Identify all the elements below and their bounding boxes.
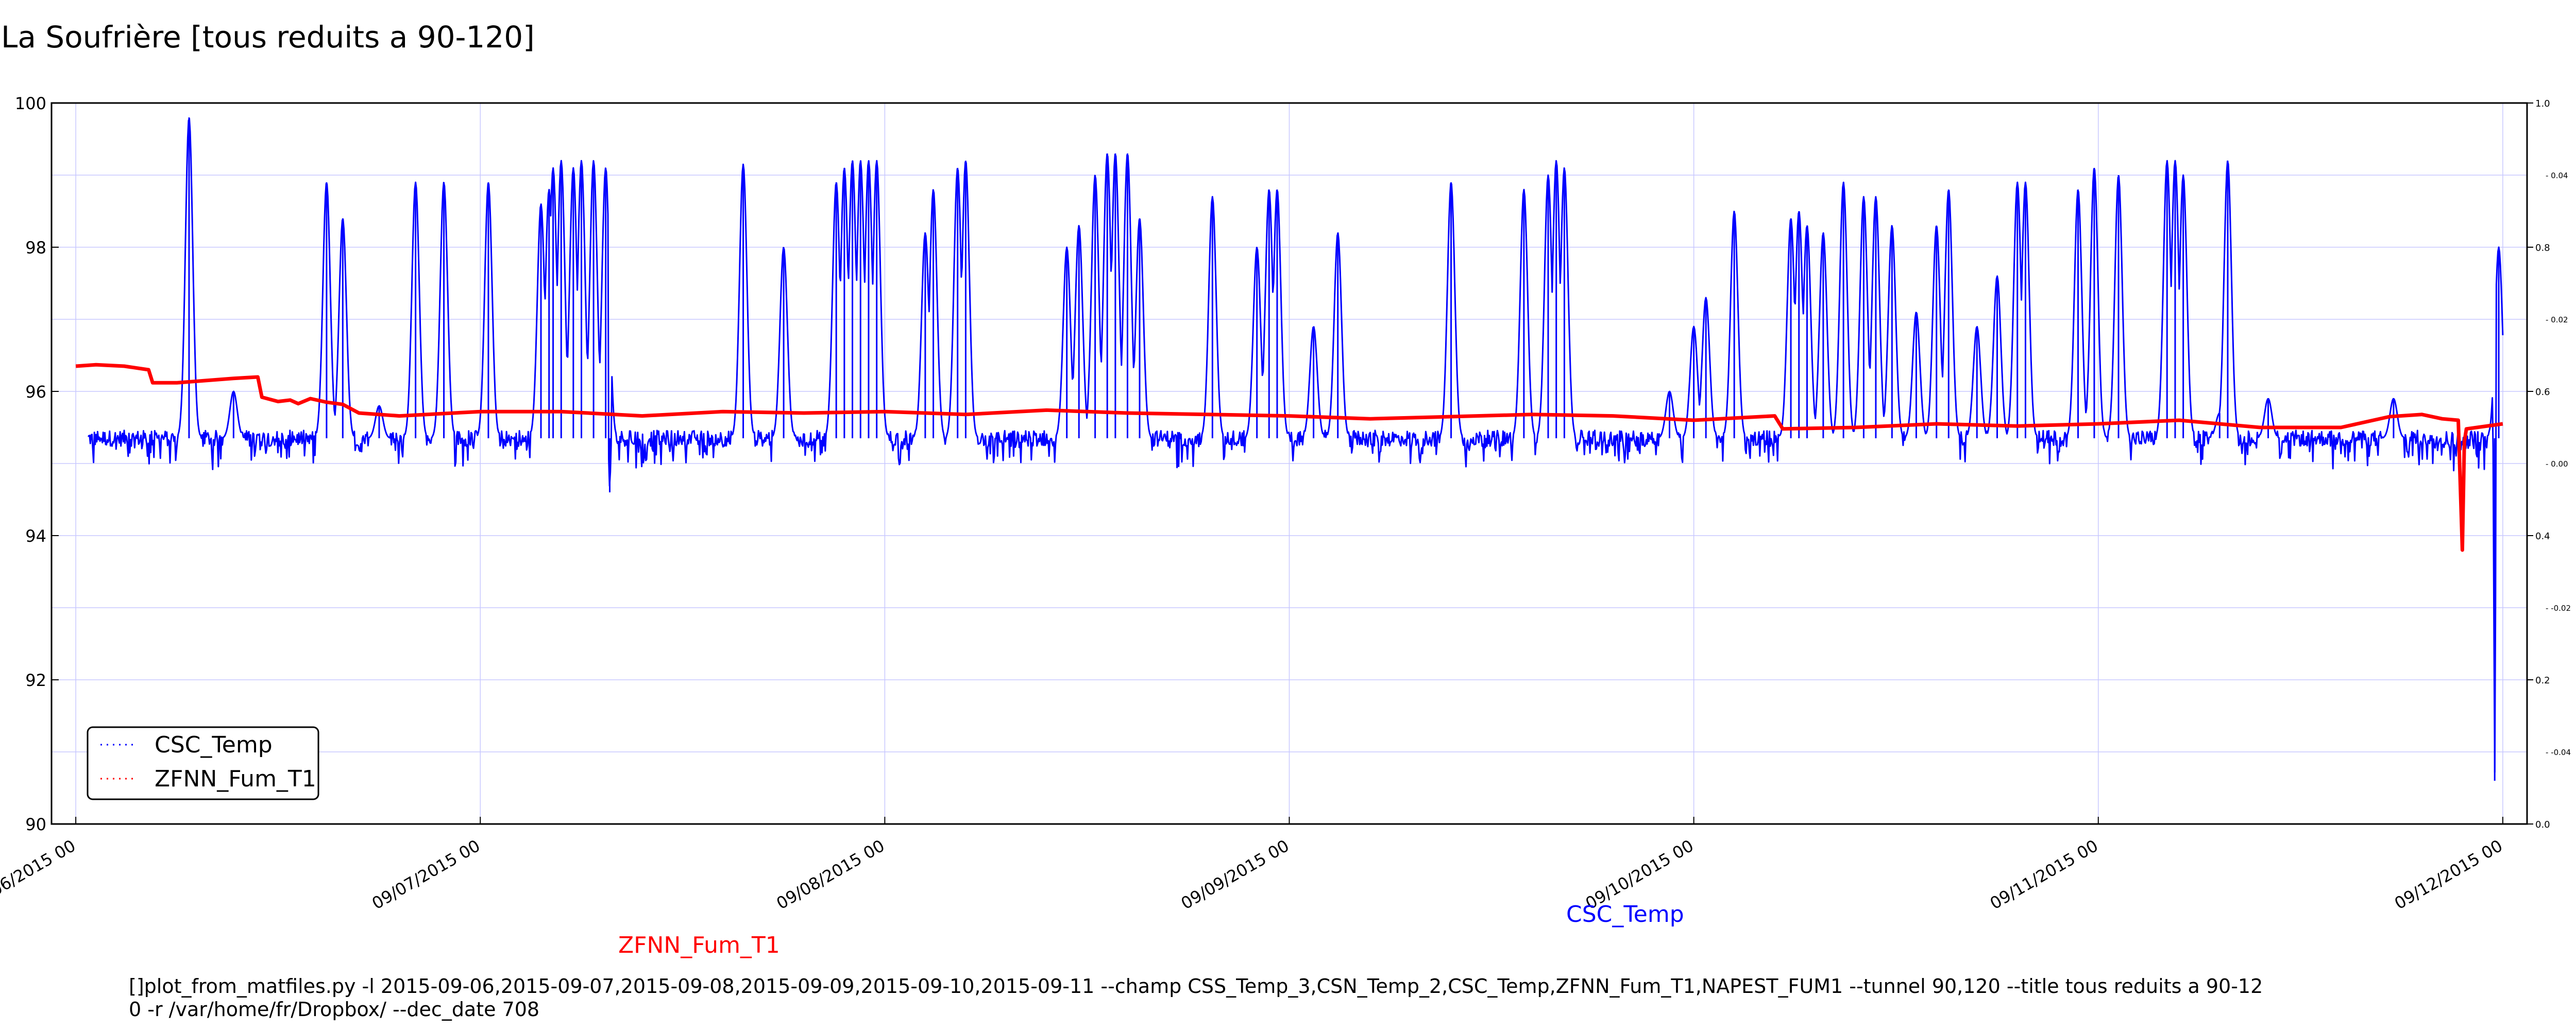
right-minor-tick-label: - 0.00	[2546, 459, 2568, 469]
right-minor-tick-label: - 0.02	[2546, 315, 2568, 324]
right-minor-tick-label: - -0.04	[2546, 748, 2571, 757]
y-tick-label: 90	[25, 815, 46, 834]
x-tick-label: 09/06/2015 00	[0, 836, 79, 914]
right-tick-label: 0.8	[2535, 243, 2550, 253]
x-tick-label: 09/09/2015 00	[1178, 836, 1293, 914]
csc-label: CSC_Temp	[1566, 901, 1684, 928]
legend-box	[87, 726, 319, 800]
zfnn-label: ZFNN_Fum_T1	[618, 932, 780, 958]
legend-label-csc: CSC_Temp	[155, 732, 273, 758]
right-tick-label: 0.6	[2535, 387, 2550, 398]
y-tick-label: 100	[15, 94, 46, 113]
x-tick-label: 09/11/2015 00	[1987, 836, 2102, 914]
right-tick-label: 0.0	[2535, 819, 2550, 830]
y-tick-label: 94	[25, 526, 46, 546]
y-tick-label: 98	[25, 238, 46, 258]
legend-label-zfnn: ZFNN_Fum_T1	[155, 766, 316, 792]
series-line-csc-temp	[88, 117, 2504, 773]
right-tick-label: 0.4	[2535, 531, 2550, 542]
x-tick-label: 09/07/2015 00	[368, 836, 483, 914]
y-tick-label: 92	[25, 671, 46, 690]
right-tick-label: 1.0	[2535, 98, 2550, 109]
right-tick-label: 0.2	[2535, 675, 2550, 686]
right-minor-tick-label: - 0.04	[2546, 171, 2568, 180]
right-minor-tick-label: - -0.02	[2546, 604, 2571, 613]
legend-entry-csc: CSC_Temp	[100, 732, 273, 758]
command-line-2: 0 -r /var/home/fr/Dropbox/ --dec_date 70…	[129, 998, 540, 1021]
legend: CSC_Temp ZFNN_Fum_T1	[87, 726, 319, 800]
legend-entry-zfnn: ZFNN_Fum_T1	[100, 766, 316, 792]
series-layer	[75, 117, 2504, 781]
series-line-zfnn-fum-t1	[75, 363, 2503, 552]
chart-title: La Soufrière [tous reduits a 90-120]	[1, 20, 535, 55]
x-tick-label: 09/08/2015 00	[773, 836, 888, 914]
command-line: []plot_from_matfiles.py -l 2015-09-06,20…	[129, 975, 2263, 1021]
x-tick-label: 09/12/2015 00	[2391, 836, 2506, 914]
y-tick-label: 96	[25, 382, 46, 402]
command-line-1: []plot_from_matfiles.py -l 2015-09-06,20…	[129, 975, 2263, 998]
grid-lines	[52, 103, 2527, 824]
